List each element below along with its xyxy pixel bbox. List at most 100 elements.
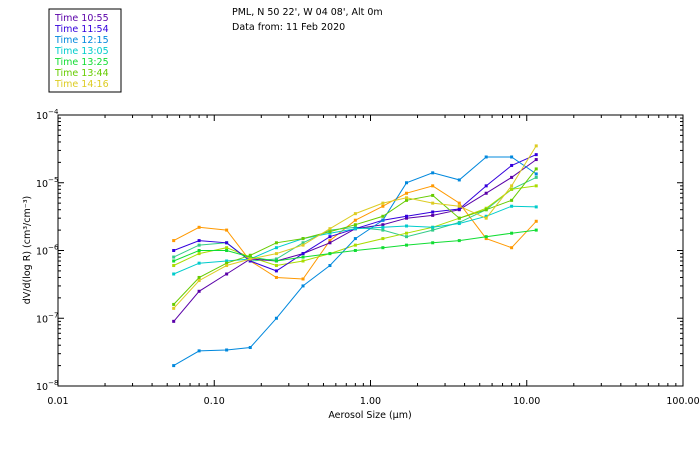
extra-series-2-point: [172, 255, 176, 259]
x-tick-label: 100.00: [666, 396, 699, 407]
y-tick-exponent: −4: [48, 108, 59, 116]
series-6-point: [328, 230, 332, 234]
legend-entry: Time 13:44: [54, 68, 109, 79]
series-3-point: [274, 316, 278, 320]
series-2-point: [484, 184, 488, 188]
extra-series-1-point: [353, 218, 357, 222]
x-tick-labels: 0.01 0.10 1.00 10.00 100.00: [47, 396, 699, 407]
legend-entry: Time 14:16: [54, 79, 109, 90]
series-1-point: [405, 216, 409, 220]
extra-series-3-point: [405, 231, 409, 235]
series-3-point: [381, 218, 385, 222]
series-3-point: [510, 155, 514, 159]
series-7-point: [510, 184, 514, 188]
y-tick-label: 10−5: [36, 176, 58, 190]
series-5-point: [328, 252, 332, 256]
series-3-point: [353, 237, 357, 241]
legend-entry: Time 10:55: [54, 13, 109, 24]
extra-series-1-point: [381, 204, 385, 208]
series-1-point: [534, 158, 538, 162]
extra-series-3-point: [534, 184, 538, 188]
y-tick-labels: 10−810−710−610−510−4: [36, 108, 59, 393]
series-5-point: [484, 235, 488, 239]
series-4-point: [405, 224, 409, 228]
series-7-point: [328, 227, 332, 231]
series-4-point: [534, 205, 538, 209]
series-1-point: [510, 175, 514, 179]
y-tick-exponent: −6: [48, 244, 59, 252]
y-tick-mantissa: 10: [36, 247, 48, 258]
series-5-point: [510, 231, 514, 235]
series-4-point: [510, 204, 514, 208]
extra-series-2-point: [274, 257, 278, 261]
extra-series-1-point: [328, 239, 332, 243]
extra-series-1-point: [534, 219, 538, 223]
series-3-point: [248, 346, 252, 350]
series-7-point: [484, 216, 488, 220]
x-tick-label: 0.01: [47, 396, 68, 407]
extra-series-1-point: [172, 239, 176, 243]
extra-series-1-point: [225, 228, 229, 232]
y-tick-mantissa: 10: [36, 382, 48, 393]
extra-series-3-point: [172, 264, 176, 268]
series-3-point: [457, 178, 461, 182]
series-1-line: [173, 159, 537, 322]
series-4-point: [197, 261, 201, 265]
series-4-point: [353, 227, 357, 231]
series-5-point: [301, 255, 305, 259]
series-3-point: [328, 264, 332, 268]
series-5-point: [431, 241, 435, 245]
series-3-point: [484, 155, 488, 159]
series-4-point: [328, 231, 332, 235]
extra-series-1-point: [197, 225, 201, 229]
series-1-point: [328, 241, 332, 245]
extra-series-3-point: [510, 187, 514, 191]
series-5-point: [353, 249, 357, 252]
series-2-point: [301, 252, 305, 256]
series-4-point: [431, 225, 435, 229]
y-tick-exponent: −8: [48, 379, 58, 387]
y-tick-exponent: −7: [48, 311, 58, 319]
legend-entry: Time 13:25: [54, 57, 109, 68]
series-1-point: [381, 223, 385, 227]
extra-series-2-point: [405, 235, 409, 239]
series-3-point: [172, 364, 176, 368]
series-2-point: [172, 249, 176, 252]
y-axis-label: dV/d(log R) (cm³/cm⁻³): [22, 196, 33, 305]
series-5-point: [225, 249, 229, 252]
series-3-point: [301, 284, 305, 288]
series-1-point: [225, 272, 229, 276]
series-4-point: [274, 246, 278, 250]
legend-entry: Time 13:05: [54, 46, 109, 57]
series-6-point: [248, 253, 252, 257]
series-5-point: [172, 259, 176, 263]
extra-series-2-point: [381, 228, 385, 232]
x-axis-label: Aerosol Size (μm): [328, 410, 411, 421]
extra-series-3-point: [197, 252, 201, 256]
series-6-point: [274, 241, 278, 245]
series-2-point: [405, 214, 409, 218]
series-7-point: [431, 201, 435, 205]
x-tick-label: 10.00: [513, 396, 540, 407]
extra-series-2-point: [301, 241, 305, 245]
extra-series-1-point: [510, 246, 514, 250]
extra-series-1-point: [457, 201, 461, 205]
extra-series-3-point: [381, 237, 385, 241]
series-2-point: [248, 259, 252, 263]
series-7-point: [274, 252, 278, 256]
series-1-point: [431, 213, 435, 217]
plot-frame: [57, 114, 684, 387]
series-2-point: [197, 239, 201, 243]
extra-series-3-point: [225, 246, 229, 250]
y-tick-exponent: −5: [48, 176, 58, 184]
series-1-point: [484, 191, 488, 195]
series-7-point: [301, 243, 305, 247]
y-tick-mantissa: 10: [36, 111, 48, 122]
series-2-point: [274, 269, 278, 273]
series-7-point: [172, 306, 176, 310]
legend-box: [48, 8, 122, 93]
series-5-point: [405, 243, 409, 247]
series-2-point: [431, 210, 435, 214]
